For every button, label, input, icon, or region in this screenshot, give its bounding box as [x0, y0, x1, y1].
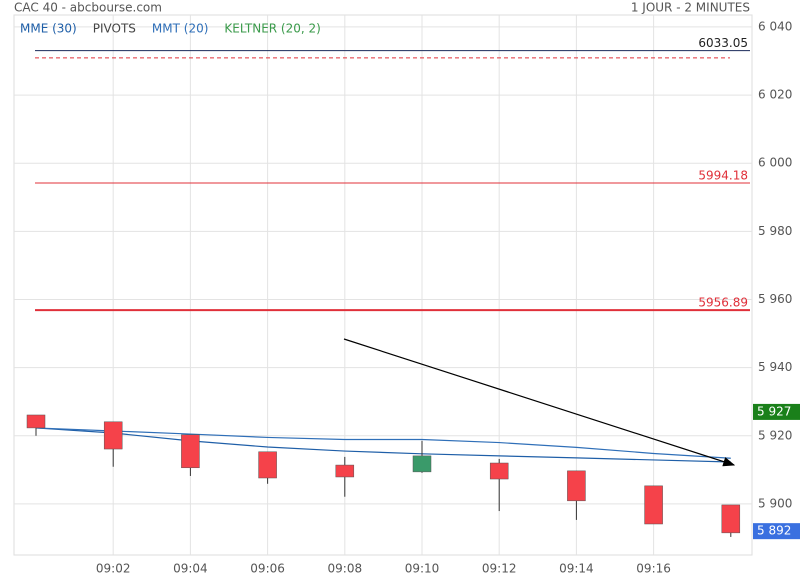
- y-tick-label: 5 960: [758, 292, 792, 306]
- indicator-line: [35, 427, 731, 463]
- x-tick-label: 09:04: [173, 562, 208, 576]
- candle-body: [721, 504, 741, 534]
- pivot-label: 5994.18: [698, 169, 748, 183]
- pivot-label: 5956.89: [698, 296, 748, 310]
- y-tick-label: 6 040: [758, 19, 792, 33]
- candle-body: [258, 451, 277, 479]
- price-tag-label: 5 927: [757, 404, 791, 418]
- price-tag: [753, 523, 800, 540]
- chart-subtitle: 1 JOUR - 2 MINUTES: [631, 1, 750, 15]
- candle-body: [644, 485, 663, 525]
- x-tick-label: 09:10: [405, 562, 440, 576]
- legend-entry: MMT (20): [152, 22, 208, 36]
- plot-frame: [13, 14, 753, 556]
- chart-title: CAC 40 - abcbourse.com: [14, 1, 162, 15]
- candle-body: [26, 414, 46, 429]
- x-tick-label: 09:12: [482, 562, 517, 576]
- y-tick-label: 5 920: [758, 428, 792, 442]
- candle-body: [335, 464, 355, 478]
- y-tick-label: 6 020: [758, 88, 792, 102]
- indicator-line: [35, 427, 731, 459]
- price-tag: [753, 403, 800, 420]
- x-tick-label: 09:08: [328, 562, 363, 576]
- candle-body: [489, 462, 509, 480]
- candle-body: [412, 455, 432, 473]
- legend-entry: PIVOTS: [93, 22, 136, 36]
- candle-body: [567, 470, 586, 502]
- y-tick-label: 5 900: [758, 496, 792, 510]
- x-tick-label: 09:06: [250, 562, 285, 576]
- y-tick-label: 5 940: [758, 360, 792, 374]
- candle-body: [181, 434, 200, 469]
- y-tick-label: 6 000: [758, 156, 792, 170]
- candle-body: [103, 421, 123, 450]
- x-tick-label: 09:02: [96, 562, 131, 576]
- trend-arrow: [343, 338, 736, 467]
- price-tag-label: 5 892: [757, 524, 791, 538]
- x-tick-label: 09:14: [559, 562, 594, 576]
- x-tick-label: 09:16: [636, 562, 671, 576]
- legend-entry: KELTNER (20, 2): [224, 22, 320, 36]
- legend-entry: MME (30): [20, 22, 77, 36]
- pivot-label: 6033.05: [698, 36, 748, 50]
- y-tick-label: 5 980: [758, 224, 792, 238]
